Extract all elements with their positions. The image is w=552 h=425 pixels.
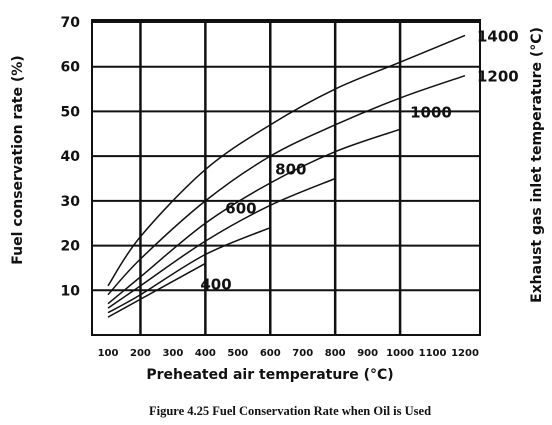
y-tick-label: 70 (61, 15, 81, 31)
series-label-1400: 1400 (477, 27, 519, 45)
plot-frame (91, 19, 481, 336)
y-axis-label: Fuel conservation rate (%) (10, 55, 26, 264)
series-line-400 (107, 262, 206, 318)
series-label-800: 800 (275, 161, 306, 179)
series-line-1000 (107, 128, 401, 305)
x-axis-label: Preheated air temperature (°C) (146, 367, 393, 383)
series-label-600: 600 (225, 200, 256, 218)
x-tick-label: 1100 (419, 348, 447, 359)
x-tick-label: 300 (162, 348, 183, 359)
x-tick-label: 400 (195, 348, 216, 359)
x-tick-label: 800 (325, 348, 346, 359)
x-tick-label: 1000 (386, 348, 414, 359)
y-tick-label: 50 (61, 104, 81, 120)
x-tick-label: 900 (357, 348, 378, 359)
series-line-600 (107, 226, 271, 314)
series-label-1200: 1200 (477, 68, 519, 86)
x-tick-label: 100 (98, 348, 119, 359)
series-line-800 (107, 177, 336, 309)
series-label-1000: 1000 (410, 103, 452, 121)
right-axis-label: Exhaust gas inlet temperature (°C) (529, 27, 545, 303)
figure-caption: Figure 4.25 Fuel Conservation Rate when … (149, 404, 431, 418)
chart-curves (107, 34, 466, 318)
y-tick-label: 30 (61, 194, 81, 210)
x-tick-label: 200 (130, 348, 151, 359)
x-tick-label: 600 (260, 348, 281, 359)
series-label-400: 400 (200, 275, 231, 293)
x-tick-label: 500 (227, 348, 248, 359)
series-labels: 1400 1200 1000 800 600 400 (200, 27, 518, 293)
x-tick-label: 1200 (451, 348, 479, 359)
y-tick-label: 40 (61, 149, 81, 165)
chart-ticks: 100 200 300 400 500 600 700 800 900 1000 1100 1200 1… (61, 15, 479, 359)
x-tick-label: 700 (292, 348, 313, 359)
series-line-1200 (107, 74, 466, 296)
y-tick-label: 60 (61, 60, 81, 76)
chart-grid (91, 19, 481, 336)
series-line-1400 (107, 34, 466, 287)
y-tick-label: 10 (61, 283, 81, 299)
y-tick-label: 20 (61, 239, 81, 255)
